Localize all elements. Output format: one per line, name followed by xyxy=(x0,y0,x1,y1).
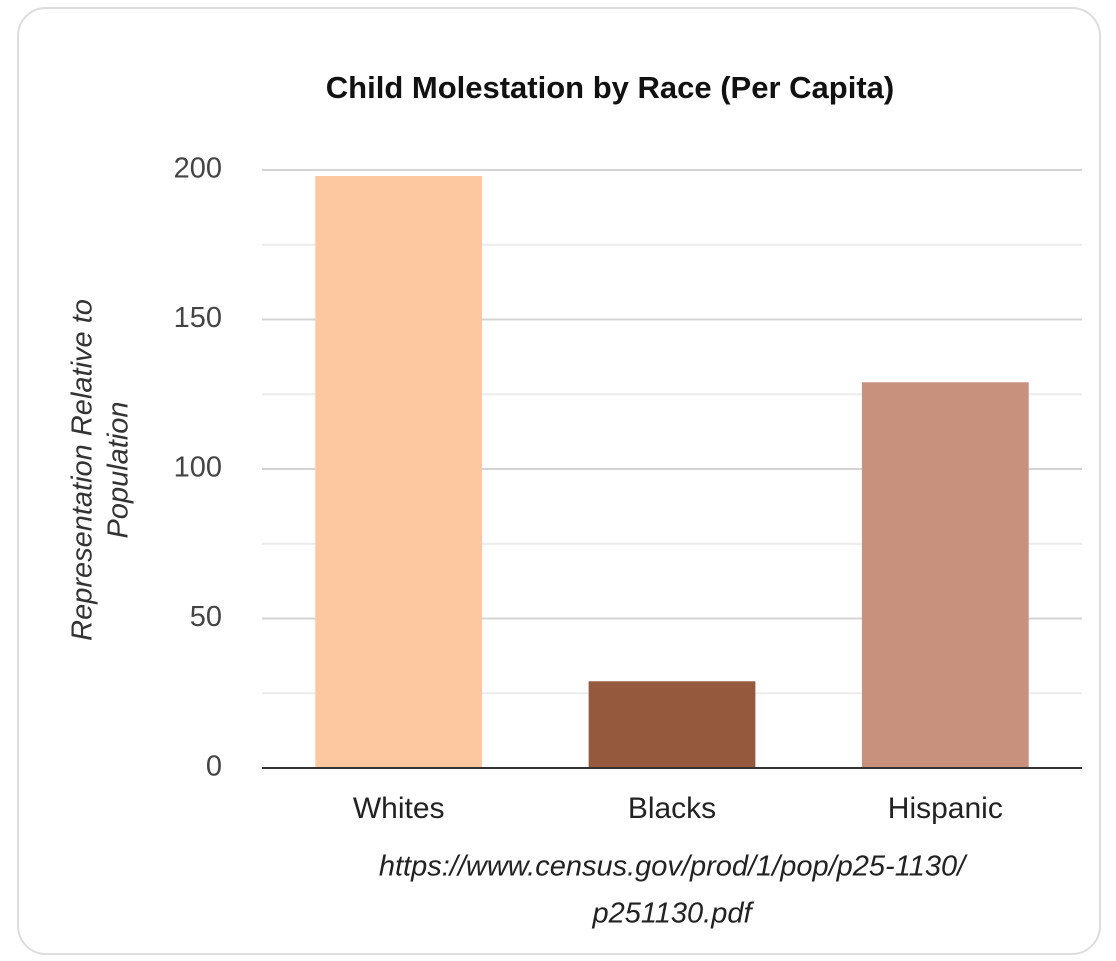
y-tick-label: 200 xyxy=(174,153,222,185)
x-tick-label: Hispanic xyxy=(888,792,1003,825)
chart-title: Child Molestation by Race (Per Capita) xyxy=(326,70,894,105)
x-tick-label: Whites xyxy=(353,792,445,825)
y-tick-label: 100 xyxy=(174,452,222,484)
source-note: p251130.pdf xyxy=(591,898,754,930)
y-tick-label: 150 xyxy=(174,302,222,334)
bar xyxy=(861,382,1029,768)
y-axis-label: Population xyxy=(103,401,135,538)
y-tick-label: 50 xyxy=(190,601,222,633)
y-tick-label: 0 xyxy=(206,751,222,783)
bar xyxy=(588,681,756,768)
bar xyxy=(315,175,483,769)
y-axis-label: Representation Relative to xyxy=(67,299,99,641)
x-tick-label: Blacks xyxy=(628,792,716,825)
source-note: https://www.census.gov/prod/1/pop/p25-11… xyxy=(379,851,968,883)
